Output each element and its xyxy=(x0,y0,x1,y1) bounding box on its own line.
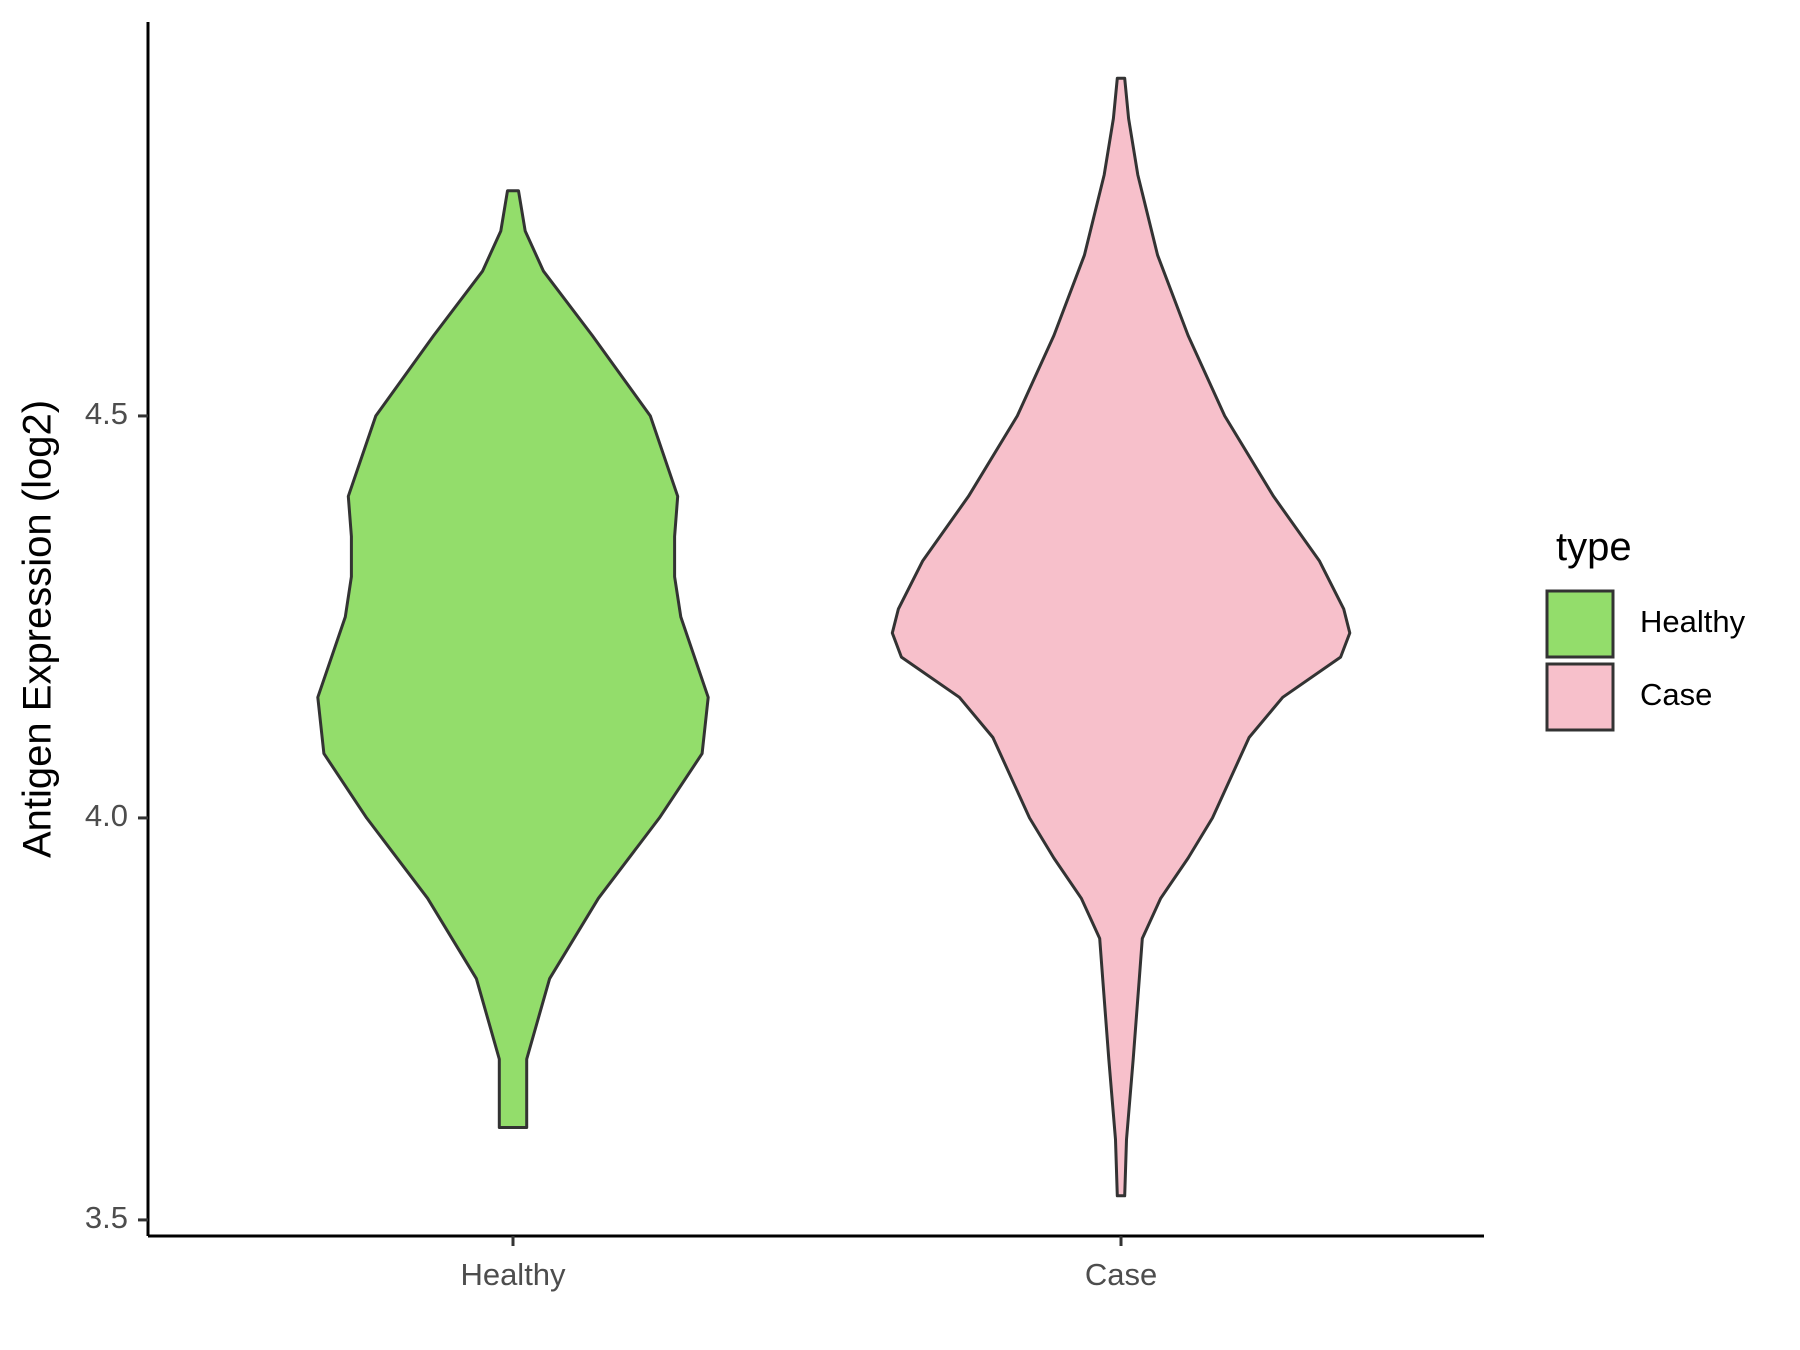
x-ticks: Healthy Case xyxy=(460,1236,1157,1292)
axes-layer xyxy=(146,22,1484,1238)
violins-layer xyxy=(316,76,1352,1198)
y-tick-label: 3.5 xyxy=(85,1200,128,1235)
violin-healthy xyxy=(316,189,710,1129)
y-ticks: 3.5 4.0 4.5 xyxy=(85,396,148,1235)
legend-label: Healthy xyxy=(1640,604,1746,639)
legend-swatch-case xyxy=(1545,662,1615,732)
y-axis-title: Antigen Expression (log2) xyxy=(16,400,60,858)
x-tick-label: Case xyxy=(1085,1257,1157,1292)
legend-swatch-healthy xyxy=(1545,589,1615,659)
y-tick-label: 4.0 xyxy=(85,798,128,833)
violin-case xyxy=(890,76,1352,1198)
y-tick-label: 4.5 xyxy=(85,396,128,431)
legend: type Healthy Case xyxy=(1545,525,1746,732)
legend-label: Case xyxy=(1640,677,1712,712)
legend-title: type xyxy=(1556,525,1632,569)
x-tick-label: Healthy xyxy=(460,1257,566,1292)
